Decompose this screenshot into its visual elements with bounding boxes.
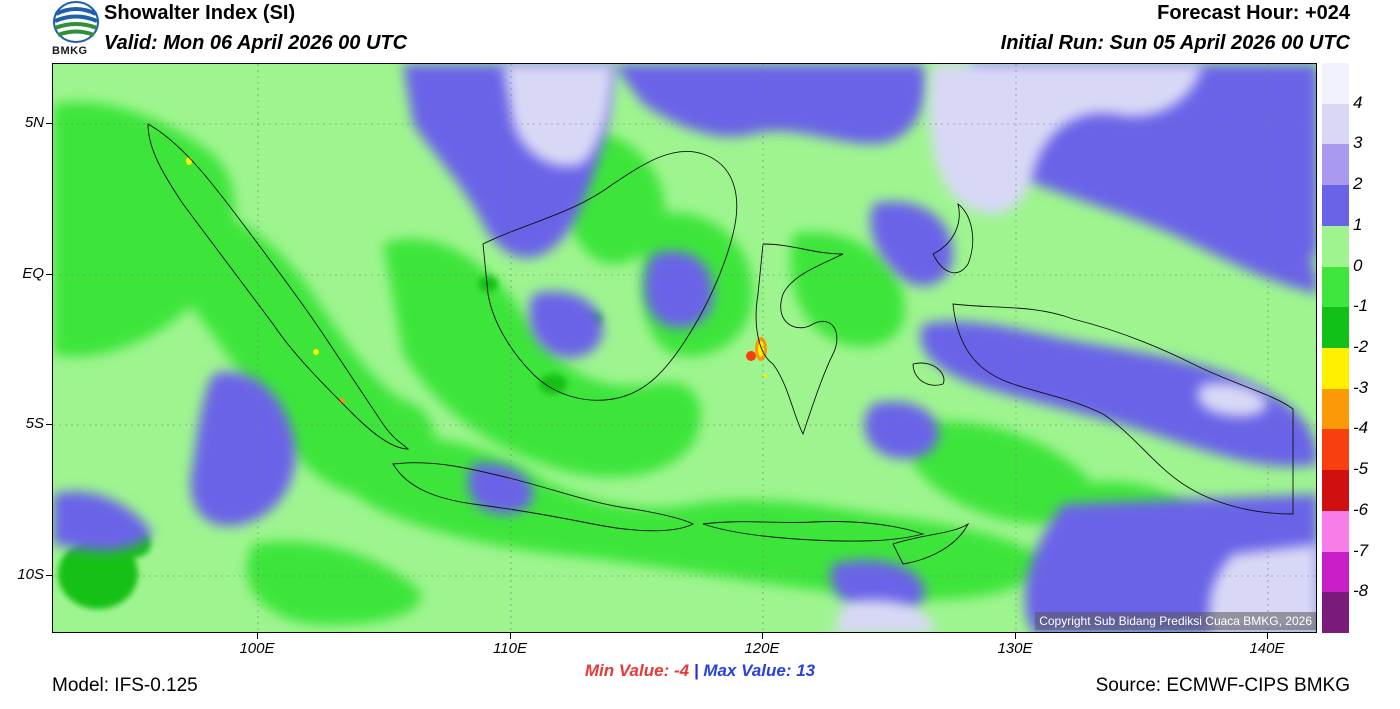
lat-tick	[46, 274, 52, 275]
chart-title: Showalter Index (SI)	[104, 2, 296, 24]
legend-swatch	[1322, 63, 1349, 104]
unstable-hotspots	[186, 157, 767, 404]
model-name: Model: IFS-0.125	[52, 675, 198, 696]
stats-separator: |	[693, 661, 699, 680]
coastlines	[147, 123, 1294, 565]
legend-label: -8	[1353, 581, 1369, 601]
legend-swatch	[1322, 388, 1349, 430]
lat-tick	[46, 424, 52, 425]
map-field	[53, 64, 1316, 632]
copyright-notice: Copyright Sub Bidang Prediksi Cuaca BMKG…	[1035, 612, 1316, 630]
lon-label-100e: 100E	[239, 640, 275, 657]
legend-label: 2	[1353, 174, 1363, 194]
logo-text: BMKG	[52, 45, 88, 57]
max-value: Max Value: 13	[703, 661, 816, 680]
value-range: Min Value: -4 | Max Value: 13	[0, 661, 1400, 681]
forecast-hour: Forecast Hour: +024	[1157, 2, 1350, 24]
map-frame	[52, 63, 1317, 633]
legend-label: -3	[1353, 377, 1369, 397]
lon-tick	[257, 633, 258, 639]
legend-swatch	[1322, 429, 1349, 471]
lon-tick	[1015, 633, 1016, 639]
legend-swatch	[1322, 510, 1349, 552]
lat-label-10s: 10S	[17, 566, 44, 583]
legend-swatch	[1322, 103, 1349, 145]
initial-run: Initial Run: Sun 05 April 2026 00 UTC	[1000, 32, 1350, 54]
lon-label-120e: 120E	[744, 640, 780, 657]
legend-swatch	[1322, 144, 1349, 186]
legend-swatch	[1322, 307, 1349, 348]
legend-swatch	[1322, 266, 1349, 308]
lon-label-110e: 110E	[493, 640, 527, 657]
lon-tick	[762, 633, 763, 639]
lat-tick	[46, 575, 52, 576]
legend-label: 0	[1353, 255, 1363, 275]
legend-swatch	[1322, 470, 1349, 511]
lat-tick	[46, 123, 52, 124]
gridlines	[53, 64, 1316, 632]
valid-time: Valid: Mon 06 April 2026 00 UTC	[104, 32, 408, 54]
legend-label: -5	[1353, 459, 1369, 479]
legend-swatch	[1322, 348, 1349, 389]
color-legend	[1322, 63, 1349, 633]
lon-label-130e: 130E	[997, 640, 1033, 657]
legend-label: 3	[1353, 133, 1363, 153]
legend-label: -1	[1353, 296, 1369, 316]
lat-label-5s: 5S	[25, 415, 44, 432]
min-value: Min Value: -4	[584, 661, 690, 680]
legend-label: -4	[1353, 418, 1369, 438]
bmkg-logo	[53, 1, 99, 43]
light-purple-zones	[503, 64, 1316, 632]
lon-tick	[1267, 633, 1268, 639]
legend-swatch	[1322, 592, 1349, 633]
lon-label-140e: 140E	[1249, 640, 1285, 657]
legend-swatch	[1322, 551, 1349, 593]
legend-label: -2	[1353, 337, 1369, 356]
data-source: Source: ECMWF-CIPS BMKG	[1095, 675, 1350, 696]
lon-tick	[510, 633, 511, 639]
legend-swatch	[1322, 185, 1349, 226]
legend-label: -6	[1353, 499, 1369, 519]
legend-label: 4	[1353, 92, 1363, 112]
legend-label: -7	[1353, 540, 1369, 560]
lat-label-5n: 5N	[24, 114, 44, 131]
legend-swatch	[1322, 225, 1349, 267]
legend-label: 1	[1353, 214, 1363, 234]
lat-label-eq: EQ	[22, 265, 44, 282]
